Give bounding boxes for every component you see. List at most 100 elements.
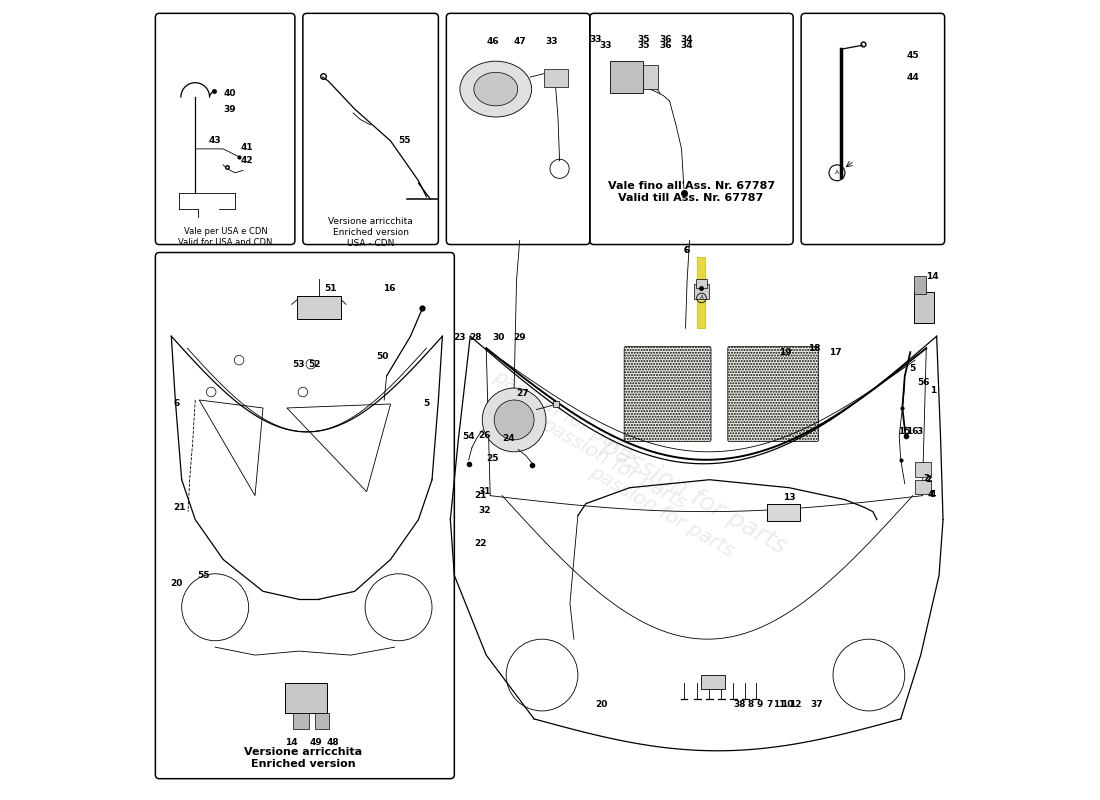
Text: 14: 14 <box>926 272 939 281</box>
Text: 36: 36 <box>659 41 672 50</box>
FancyBboxPatch shape <box>728 346 818 442</box>
Text: 7: 7 <box>766 700 772 709</box>
Text: 56: 56 <box>916 378 930 387</box>
Bar <box>693 285 710 298</box>
Text: 29: 29 <box>514 334 526 342</box>
Text: 12: 12 <box>790 700 802 709</box>
Text: passion for parts: passion for parts <box>491 367 641 465</box>
Text: 55: 55 <box>197 571 209 580</box>
Bar <box>297 296 341 318</box>
Text: 14: 14 <box>285 738 297 747</box>
Bar <box>914 277 926 294</box>
Text: 33: 33 <box>590 35 602 44</box>
Text: 41: 41 <box>241 142 253 152</box>
Text: 17: 17 <box>829 348 842 357</box>
Text: 34: 34 <box>681 41 693 50</box>
Text: 50: 50 <box>376 352 388 361</box>
Text: 9: 9 <box>757 700 763 709</box>
Text: 6: 6 <box>174 399 180 409</box>
FancyBboxPatch shape <box>624 346 711 442</box>
Text: 44: 44 <box>906 73 920 82</box>
Text: 47: 47 <box>514 37 526 46</box>
Text: 36: 36 <box>659 35 672 44</box>
Text: 35: 35 <box>637 35 649 44</box>
Text: Versione arricchita
Enriched version: Versione arricchita Enriched version <box>244 746 362 769</box>
Text: 37: 37 <box>811 700 824 709</box>
Bar <box>915 462 931 477</box>
Text: 15: 15 <box>898 427 910 436</box>
Text: 19: 19 <box>779 348 792 357</box>
Bar <box>609 61 644 93</box>
Bar <box>915 480 931 494</box>
Bar <box>696 279 707 288</box>
Bar <box>543 69 568 86</box>
Text: 45: 45 <box>906 51 918 60</box>
Ellipse shape <box>474 72 518 106</box>
Text: 21: 21 <box>173 503 186 512</box>
Text: 43: 43 <box>209 137 221 146</box>
Text: 13: 13 <box>783 493 795 502</box>
Bar <box>767 504 801 521</box>
Bar <box>697 257 705 328</box>
Circle shape <box>494 400 535 440</box>
Bar <box>315 714 329 730</box>
Text: 26: 26 <box>478 431 491 440</box>
Bar <box>294 714 309 730</box>
Text: 22: 22 <box>474 539 487 548</box>
Text: 40: 40 <box>223 89 235 98</box>
Text: passion for parts: passion for parts <box>586 462 737 561</box>
Text: 42: 42 <box>241 156 253 166</box>
Bar <box>285 683 327 714</box>
Text: 4: 4 <box>930 490 936 498</box>
Text: passion for parts: passion for parts <box>538 414 690 513</box>
Text: 25: 25 <box>486 454 499 463</box>
Text: Vale fino all'Ass. Nr. 67787
Valid till Ass. Nr. 67787: Vale fino all'Ass. Nr. 67787 Valid till … <box>607 181 774 203</box>
Text: A: A <box>700 295 703 301</box>
Text: 2: 2 <box>923 474 930 482</box>
Text: Vale per USA e CDN
Valid for USA and CDN: Vale per USA e CDN Valid for USA and CDN <box>178 227 273 247</box>
Text: 18: 18 <box>808 344 821 353</box>
Text: 52: 52 <box>309 360 321 369</box>
Text: 39: 39 <box>223 105 235 114</box>
Text: 28: 28 <box>470 334 482 342</box>
Text: 6: 6 <box>684 246 690 254</box>
Text: 20: 20 <box>595 700 608 709</box>
Text: 24: 24 <box>503 434 515 442</box>
Text: passion for parts: passion for parts <box>596 433 791 558</box>
Text: 11: 11 <box>772 700 785 709</box>
Text: 34: 34 <box>681 35 693 44</box>
Text: 16: 16 <box>383 284 395 293</box>
Text: 30: 30 <box>492 334 505 342</box>
Text: 53: 53 <box>293 360 305 369</box>
Text: 2: 2 <box>925 475 931 484</box>
Text: 48: 48 <box>327 738 340 747</box>
Text: 51: 51 <box>324 284 337 293</box>
Text: 54: 54 <box>462 432 475 441</box>
Text: 3: 3 <box>916 427 922 436</box>
Text: 46: 46 <box>486 37 499 46</box>
Text: 5: 5 <box>909 364 915 373</box>
Text: 6: 6 <box>684 246 690 254</box>
Text: 38: 38 <box>734 700 746 709</box>
Circle shape <box>482 388 546 452</box>
Text: 5: 5 <box>424 399 430 409</box>
Bar <box>702 675 725 690</box>
Text: 1: 1 <box>930 386 936 395</box>
Text: 4: 4 <box>928 490 934 498</box>
Bar <box>644 65 658 89</box>
Text: 23: 23 <box>453 334 466 342</box>
Text: 55: 55 <box>398 137 411 146</box>
Text: Versione arricchita
Enriched version
USA - CDN: Versione arricchita Enriched version USA… <box>328 217 412 248</box>
Text: 21: 21 <box>474 491 487 500</box>
Text: A: A <box>835 170 839 175</box>
Text: 49: 49 <box>310 738 322 747</box>
Text: 31: 31 <box>478 487 491 496</box>
Text: 8: 8 <box>748 700 754 709</box>
Text: 10: 10 <box>781 700 794 709</box>
Text: 20: 20 <box>170 579 183 588</box>
Text: 27: 27 <box>516 389 528 398</box>
Text: 33: 33 <box>546 37 558 46</box>
Ellipse shape <box>460 61 531 117</box>
Text: 16: 16 <box>906 427 918 436</box>
Text: 35: 35 <box>637 41 649 50</box>
